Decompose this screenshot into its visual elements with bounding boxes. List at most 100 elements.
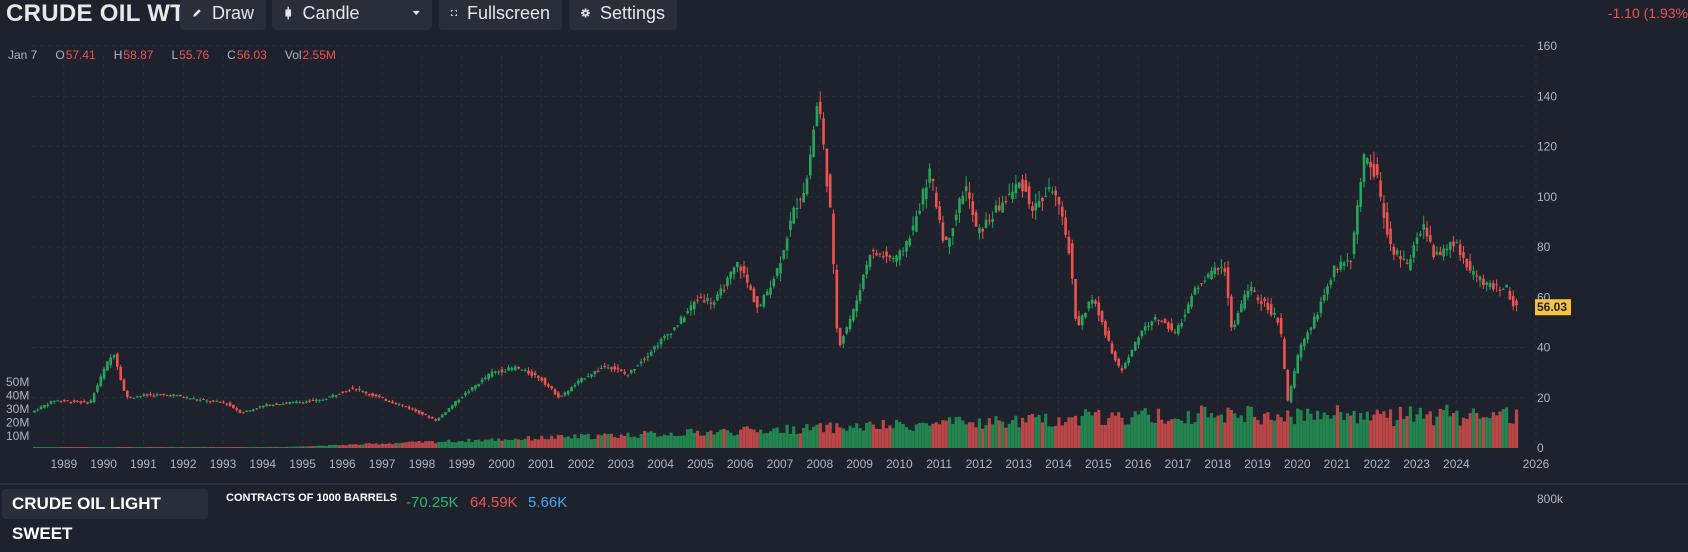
volume-bar <box>62 447 66 448</box>
volume-bar <box>142 447 146 448</box>
volume-bar <box>1054 425 1058 448</box>
candle-body <box>208 401 212 403</box>
volume-bar <box>1286 410 1290 448</box>
candle-body <box>653 346 656 350</box>
candle-body <box>417 410 421 414</box>
candle-body <box>566 391 570 394</box>
volume-bar <box>686 429 690 448</box>
candle-body <box>769 287 772 295</box>
volume-bar <box>1020 417 1025 448</box>
candle-body <box>560 395 563 397</box>
candle-body <box>1465 258 1469 268</box>
volume-bar <box>732 435 736 448</box>
candle-body <box>782 250 786 259</box>
volume-bar <box>1004 427 1008 448</box>
volume-bar <box>291 446 295 448</box>
candle-body <box>477 384 481 387</box>
candle-body <box>1339 261 1343 270</box>
volume-bar <box>1455 410 1459 448</box>
candle-body <box>1392 246 1396 255</box>
candle-body <box>1432 245 1435 258</box>
volume-bar <box>1163 423 1167 448</box>
volume-bar <box>1189 424 1194 448</box>
volume-bar <box>835 423 839 448</box>
candle-body <box>845 327 849 334</box>
volume-bar <box>321 445 325 448</box>
volume-bar <box>991 424 995 448</box>
candle-body <box>62 399 66 402</box>
x-tick-label: 2007 <box>767 457 794 471</box>
volume-bar <box>971 422 975 448</box>
candle-body <box>736 261 739 268</box>
candle-body <box>1180 322 1183 327</box>
candle-body <box>212 400 215 402</box>
volume-bar <box>987 418 991 448</box>
volume-bar <box>1130 417 1134 448</box>
candle-body <box>805 178 809 195</box>
candle-body <box>888 255 892 258</box>
candle-body <box>802 192 805 203</box>
volume-bar <box>354 444 358 448</box>
draw-button-label: Draw <box>211 2 254 23</box>
volume-bar <box>82 447 86 448</box>
volume-bar <box>1448 416 1452 448</box>
volume-bar <box>884 428 889 448</box>
candle-body <box>729 271 733 279</box>
volume-bar <box>274 447 279 448</box>
volume-bar <box>172 447 176 448</box>
candle-body <box>583 378 587 380</box>
settings-button[interactable]: Settings <box>569 0 677 30</box>
candle-body <box>925 187 928 200</box>
volume-bar <box>699 435 703 448</box>
candle-body <box>387 400 391 402</box>
candle-body <box>586 376 590 378</box>
volume-bar <box>1365 411 1369 448</box>
y-tick-label: 20 <box>1537 391 1551 405</box>
volume-bar <box>138 447 143 448</box>
candle-body <box>1478 276 1482 281</box>
fullscreen-button[interactable]: Fullscreen <box>439 0 562 30</box>
candle-body <box>600 368 603 370</box>
volume-bar <box>795 434 799 448</box>
volume-bar <box>888 425 892 448</box>
volume-bar <box>762 433 766 448</box>
x-tick-label: 2021 <box>1324 457 1351 471</box>
chart-type-select[interactable]: Candle <box>272 0 432 30</box>
symbol-title: CRUDE OIL WTI <box>6 0 193 27</box>
candle-body <box>978 227 981 233</box>
candle-body <box>1389 228 1392 244</box>
candle-body <box>1173 331 1177 333</box>
candle-body <box>175 394 179 396</box>
volume-bar <box>424 441 428 448</box>
candle-body <box>116 353 119 367</box>
volume-bar <box>881 420 885 448</box>
candle-body <box>1246 290 1250 298</box>
candle-body <box>1223 268 1227 272</box>
x-tick-label: 2017 <box>1165 457 1192 471</box>
draw-button[interactable]: Draw <box>180 0 266 30</box>
candle-body <box>629 369 633 373</box>
volume-bar <box>1402 418 1406 448</box>
candle-body <box>812 129 815 157</box>
volume-bar <box>938 424 942 448</box>
volume-bar <box>520 440 524 448</box>
candle-body <box>351 387 355 389</box>
volume-bar <box>1451 412 1456 448</box>
candle-body <box>921 189 925 205</box>
volume-bar <box>1306 408 1310 448</box>
candle-body <box>643 358 646 360</box>
volume-bar <box>56 447 60 448</box>
candle-body <box>842 335 845 344</box>
volume-bar <box>606 433 610 448</box>
cot-panel-title[interactable]: CRUDE OIL LIGHT SWEET <box>2 489 208 543</box>
candle-body <box>875 253 878 256</box>
candle-body <box>1226 267 1230 298</box>
volume-bar <box>758 429 763 448</box>
candle-body <box>1094 300 1097 304</box>
volume-bar <box>258 447 262 448</box>
candle-body <box>563 392 567 395</box>
candle-body <box>490 371 494 377</box>
candle-body <box>510 367 514 370</box>
volume-bar <box>500 440 504 448</box>
